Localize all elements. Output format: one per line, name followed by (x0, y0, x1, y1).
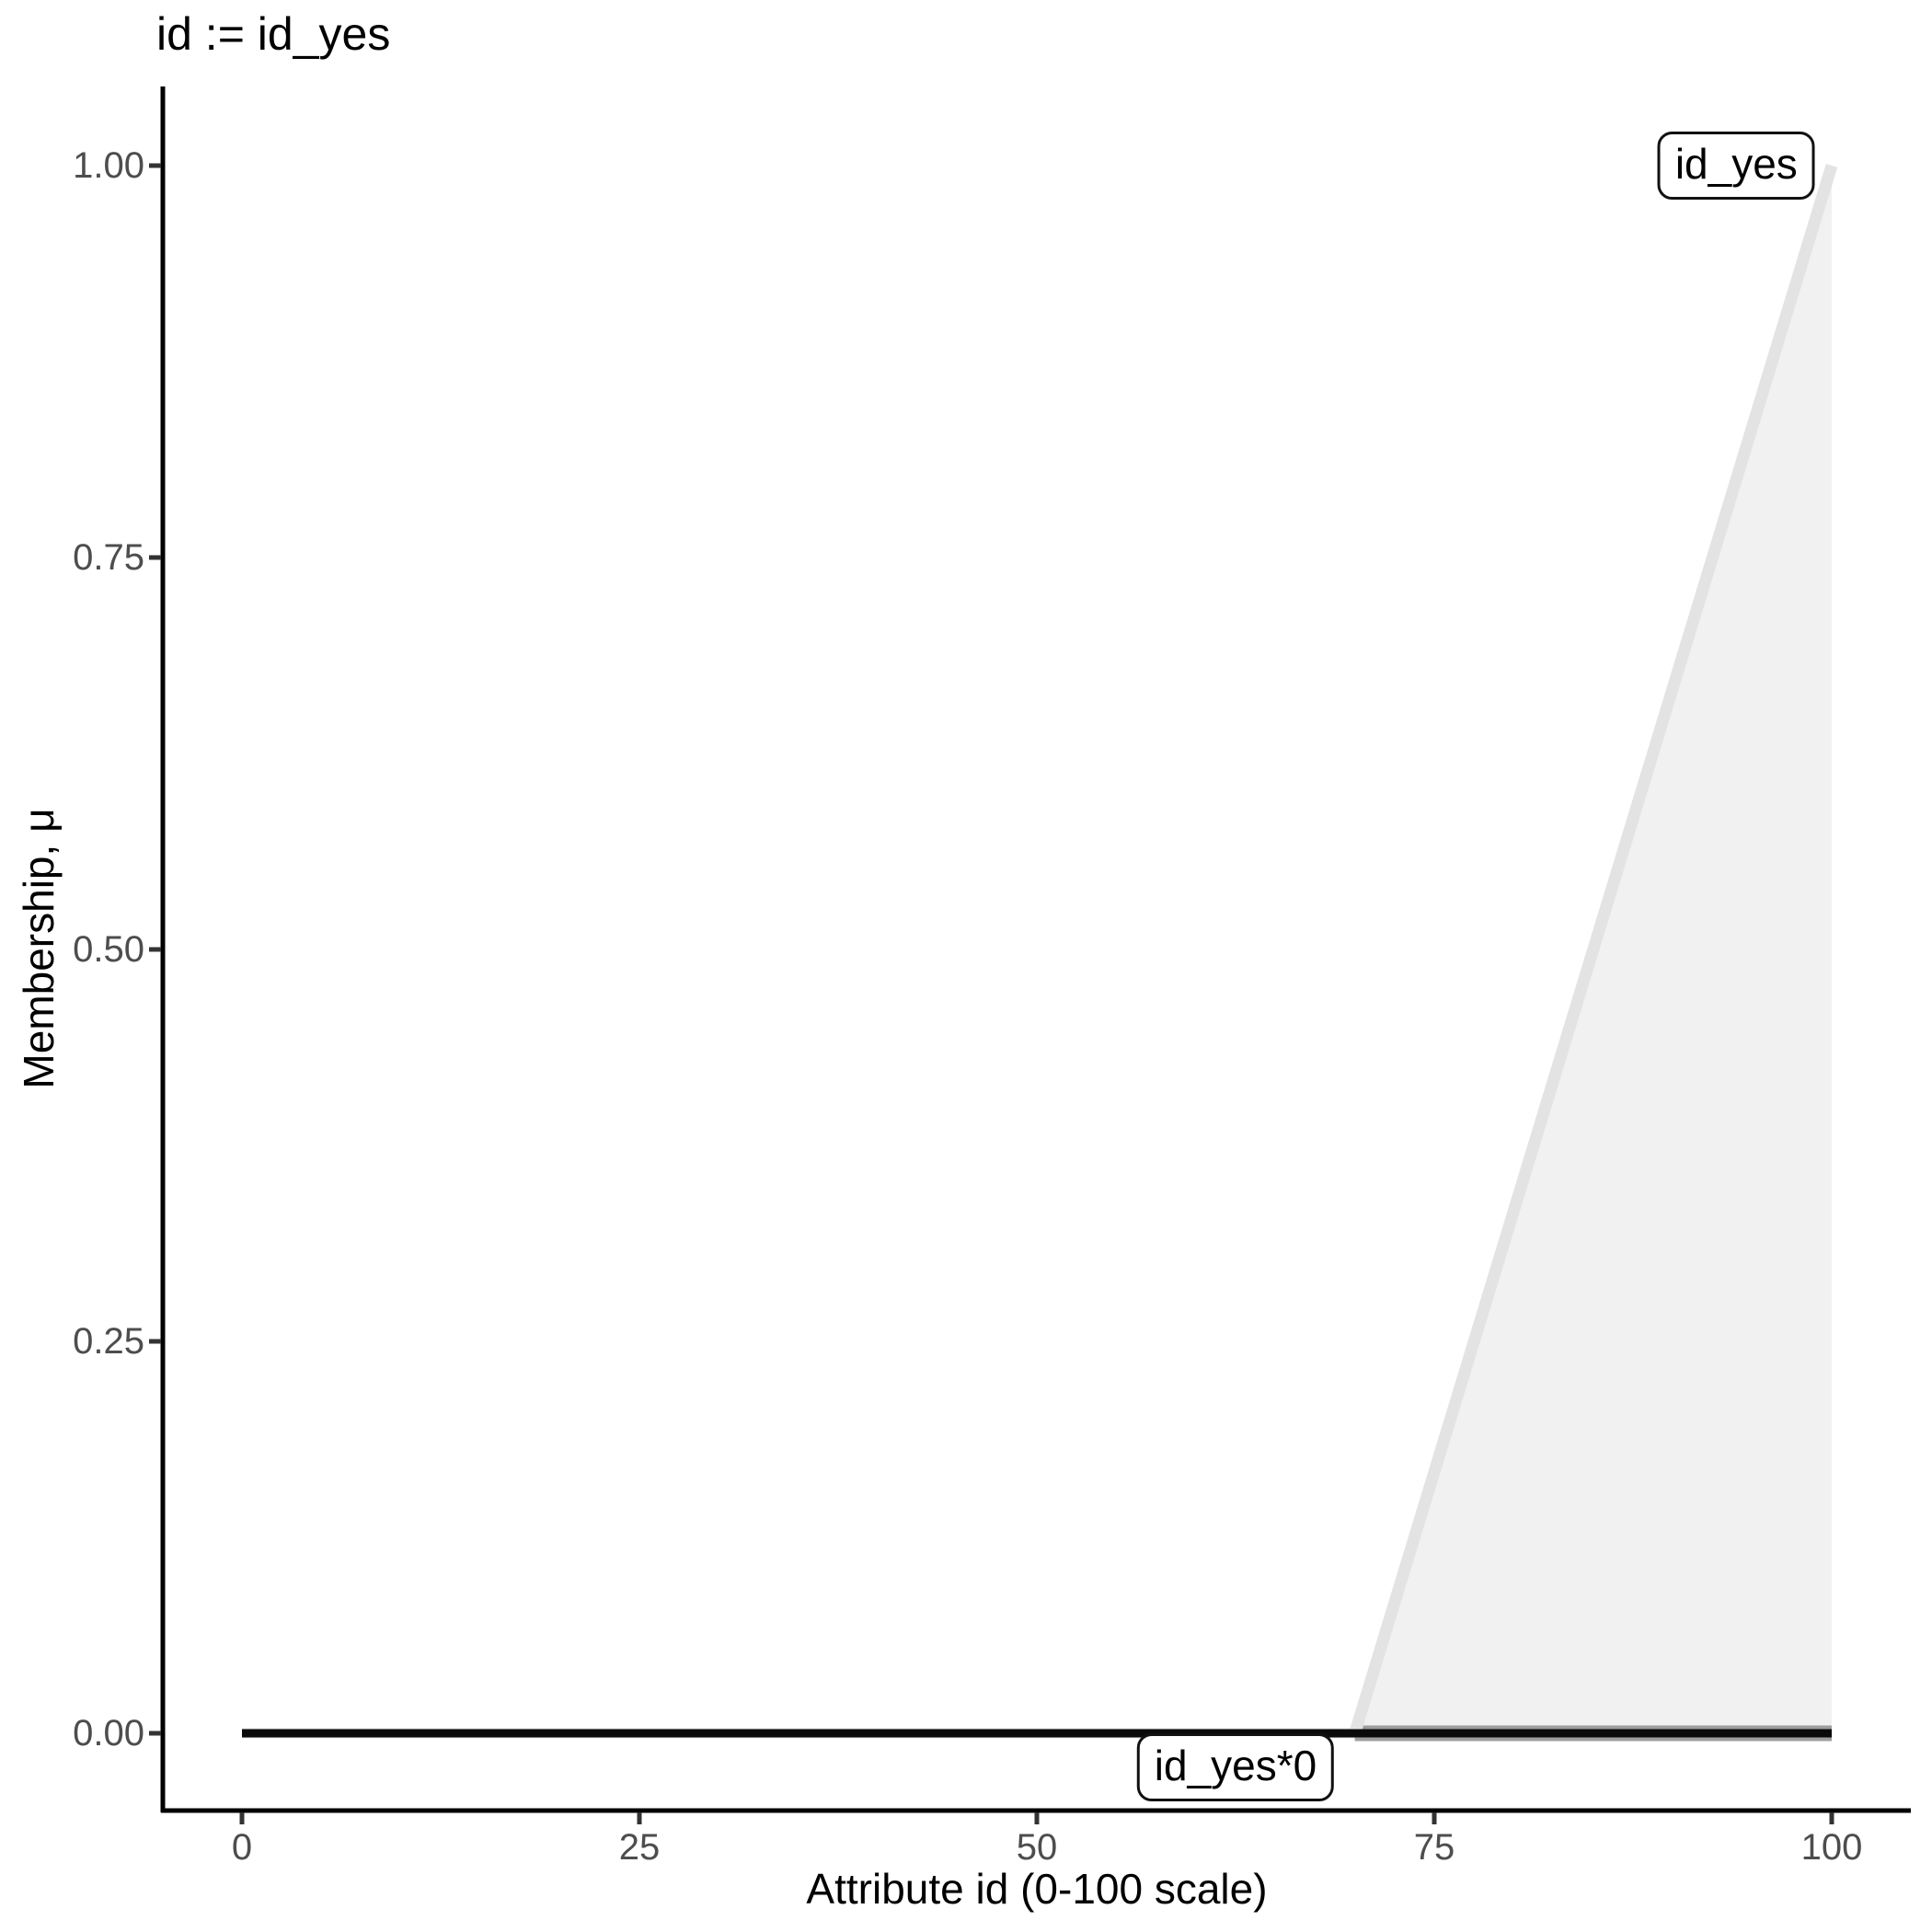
membership-ramp-line (1349, 164, 1838, 1735)
y-tick-label: 0.75 (73, 537, 144, 578)
y-tick-label: 0.00 (73, 1713, 144, 1754)
x-tick-label: 75 (1413, 1827, 1455, 1868)
y-tick-label: 0.50 (73, 929, 144, 970)
y-tick-label: 0.25 (73, 1321, 144, 1362)
x-tick-label: 25 (618, 1827, 661, 1868)
x-axis-title: Attribute id (0-100 scale) (806, 1865, 1268, 1913)
y-tick-label: 1.00 (73, 145, 144, 186)
x-tick-label: 50 (1016, 1827, 1058, 1868)
chart-title: id := id_yes (156, 8, 391, 60)
series-label-id-yes: id_yes (1657, 132, 1815, 200)
x-tick-label: 100 (1800, 1827, 1863, 1868)
series-label-id-yes-times-0: id_yes*0 (1136, 1733, 1335, 1802)
x-tick-label: 0 (231, 1827, 253, 1868)
